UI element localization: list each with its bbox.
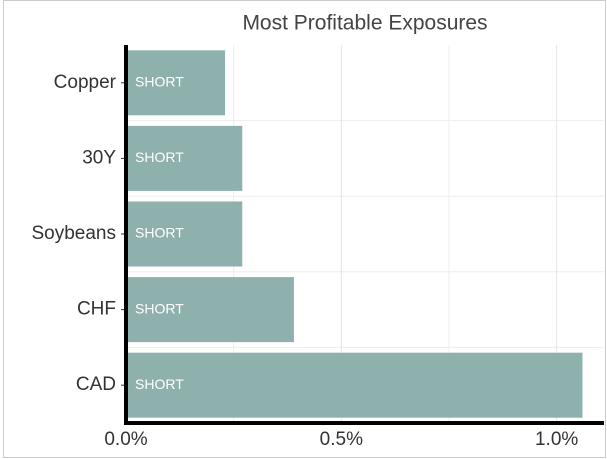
y-tick-label: 30Y bbox=[82, 147, 116, 168]
bar bbox=[126, 277, 294, 343]
bar bbox=[126, 201, 243, 267]
y-tick-label: CAD bbox=[76, 374, 116, 395]
x-tick-label: 0.0% bbox=[104, 429, 147, 450]
chart-title: Most Profitable Exposures bbox=[242, 12, 487, 35]
bar-label: SHORT bbox=[135, 300, 184, 316]
x-tick-label: 1.0% bbox=[535, 429, 578, 450]
chart-border bbox=[3, 0, 606, 458]
y-tick-label: Soybeans bbox=[31, 223, 116, 244]
y-tick-label: Copper bbox=[54, 72, 117, 93]
bar bbox=[126, 352, 583, 418]
bar-label: SHORT bbox=[135, 225, 184, 241]
bar-label: SHORT bbox=[135, 74, 184, 90]
x-tick-label: 0.5% bbox=[320, 429, 363, 450]
bar bbox=[126, 50, 226, 116]
bar bbox=[126, 125, 243, 191]
bar-label: SHORT bbox=[135, 376, 184, 392]
y-tick-label: CHF bbox=[77, 299, 116, 320]
bar-label: SHORT bbox=[135, 149, 184, 165]
